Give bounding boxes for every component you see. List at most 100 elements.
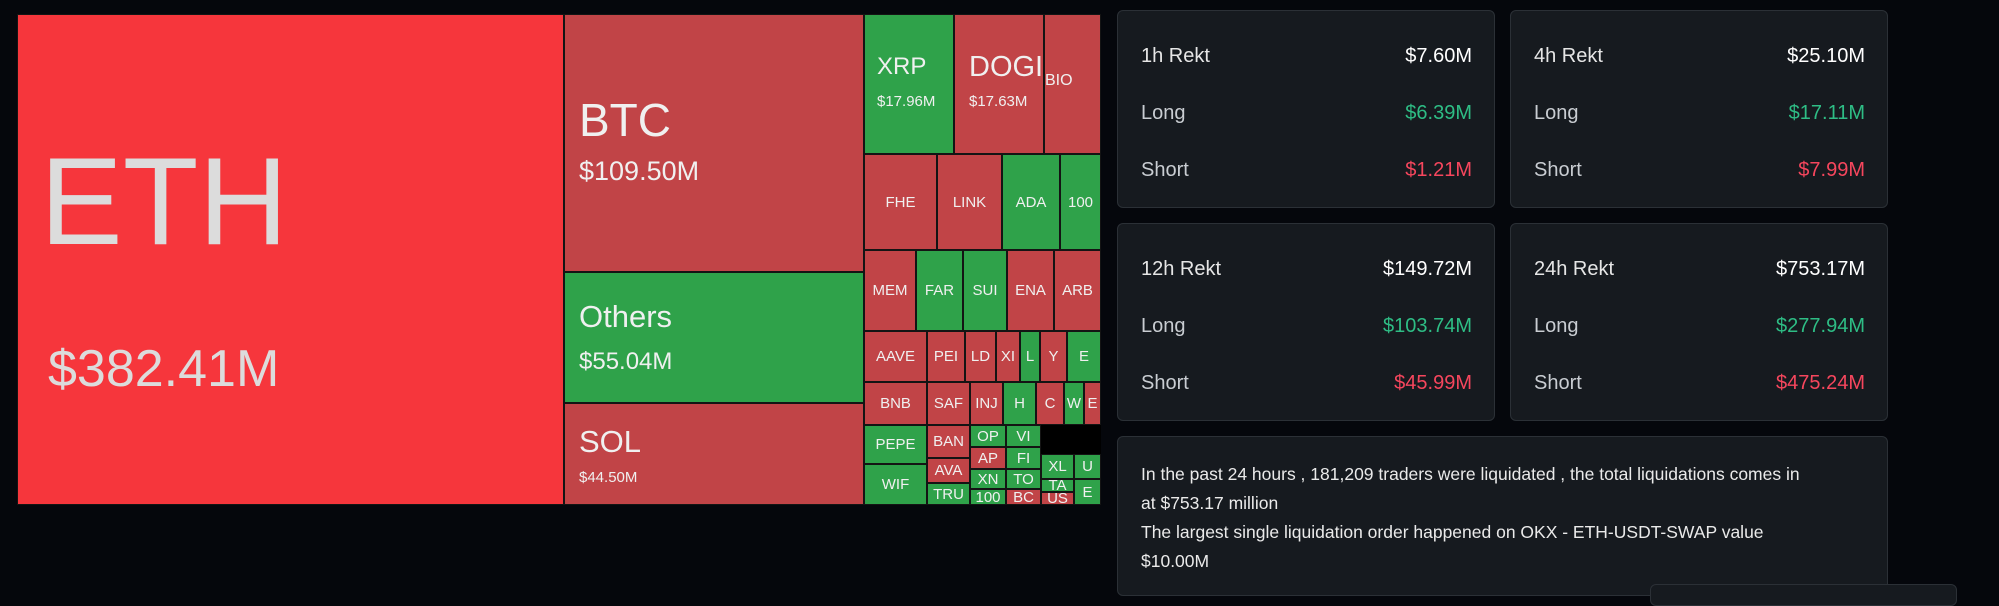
rekt-4h-short-label: Short <box>1534 159 1582 181</box>
rekt-12h-total: $149.72M <box>1383 258 1472 280</box>
treemap-tile-sol[interactable]: SOL $44.50M <box>564 403 864 505</box>
treemap-tile-amount: $109.50M <box>579 156 700 186</box>
treemap-tile-xrp[interactable]: XRP $17.96M <box>864 14 954 154</box>
treemap-tile-symbol: E <box>1087 395 1098 412</box>
treemap-tile-fi[interactable]: FI <box>1006 447 1041 469</box>
bottom-corner-widget[interactable] <box>1650 584 1957 606</box>
treemap-tile-tru[interactable]: TRU <box>927 483 970 505</box>
treemap-tile-symbol: DOGI <box>969 51 1044 83</box>
treemap-tile-ld[interactable]: LD <box>965 331 996 382</box>
treemap-tile-symbol: ADA <box>1015 193 1047 211</box>
rekt-4h-long-label: Long <box>1534 102 1579 124</box>
treemap-tile-vi[interactable]: VI <box>1006 425 1041 447</box>
summary-line-1: In the past 24 hours , 181,209 traders w… <box>1141 464 1800 484</box>
treemap-tile-u[interactable]: U <box>1074 454 1101 479</box>
treemap-tile-c[interactable]: C <box>1036 382 1064 425</box>
treemap-tile-ap[interactable]: AP <box>970 447 1006 469</box>
rekt-24h-long-label: Long <box>1534 315 1579 337</box>
treemap-tile-symbol: 100 <box>975 489 1001 505</box>
treemap-tile-ada[interactable]: ADA <box>1002 154 1060 250</box>
rekt-24h-short-value: $475.24M <box>1776 372 1865 394</box>
treemap-tile-amount: $382.41M <box>48 340 280 398</box>
treemap-tile-symbol: WIF <box>881 476 910 493</box>
treemap-tile-symbol: XN <box>977 470 999 488</box>
treemap-tile-symbol: XRP <box>877 53 927 80</box>
treemap-tile-amount: $55.04M <box>579 348 673 375</box>
treemap-tile-symbol: PEI <box>933 348 959 365</box>
treemap-tile-pei[interactable]: PEI <box>927 331 965 382</box>
treemap-tile-to[interactable]: TO <box>1006 469 1041 489</box>
treemap-tile-arb[interactable]: ARB <box>1054 250 1101 331</box>
treemap-tile-100[interactable]: 100 <box>970 489 1006 505</box>
summary-line-4: $10.00M <box>1141 551 1210 571</box>
treemap-tile-link[interactable]: LINK <box>937 154 1002 250</box>
rekt-12h-short-value: $45.99M <box>1394 372 1472 394</box>
treemap-tile-symbol: LINK <box>952 193 987 211</box>
treemap-tile-e[interactable]: E <box>1074 479 1101 505</box>
treemap-tile-sui[interactable]: SUI <box>963 250 1007 331</box>
treemap-tile-symbol: U <box>1082 458 1093 475</box>
treemap-tile-e[interactable]: E <box>1084 382 1101 425</box>
treemap-tile-symbol: 100 <box>1067 193 1094 211</box>
treemap-tile-bio[interactable]: BIO <box>1044 14 1101 154</box>
treemap-tile-l[interactable]: L <box>1020 331 1040 382</box>
treemap-tile-symbol: OP <box>977 427 999 445</box>
rekt-4h-total: $25.10M <box>1787 45 1865 67</box>
treemap-tile-eth[interactable]: ETH $382.41M <box>17 14 564 505</box>
rekt-12h-card: 12h Rekt $149.72M Long $103.74M Short $45.9… <box>1117 223 1495 421</box>
rekt-12h-long-value: $103.74M <box>1383 315 1472 337</box>
treemap-tile-xn[interactable]: XN <box>970 469 1006 489</box>
summary-line-3: The largest single liquidation order hap… <box>1141 522 1764 542</box>
treemap-tile-ena[interactable]: ENA <box>1007 250 1054 331</box>
rekt-24h-card: 24h Rekt $753.17M Long $277.94M Short $475.… <box>1510 223 1888 421</box>
treemap-tile-symbol: FAR <box>924 282 955 299</box>
treemap-tile-h[interactable]: H <box>1003 382 1036 425</box>
liquidation-heatmap: ETH $382.41M BTC $109.50M Others $55.04M SOL $4… <box>17 14 1101 505</box>
treemap-tile-symbol: MEM <box>872 282 908 299</box>
treemap-tile-amount: $44.50M <box>579 469 638 486</box>
treemap-tile-dogi[interactable]: DOGI $17.63M <box>954 14 1044 154</box>
treemap-tile-amount: $17.96M <box>877 93 936 110</box>
liquidation-summary-card: In the past 24 hours , 181,209 traders w… <box>1117 436 1888 596</box>
treemap-tile-saf[interactable]: SAF <box>927 382 970 425</box>
rekt-4h-card: 4h Rekt $25.10M Long $17.11M Short $7.99M <box>1510 10 1888 208</box>
treemap-tile-ta[interactable]: TA <box>1041 479 1074 492</box>
rekt-24h-title: 24h Rekt <box>1534 258 1615 280</box>
treemap-tile-symbol: BNB <box>880 395 911 412</box>
rekt-4h-long-value: $17.11M <box>1788 102 1865 124</box>
treemap-tile-symbol: Others <box>579 299 673 334</box>
treemap-tile-100[interactable]: 100 <box>1060 154 1101 250</box>
treemap-tile-e[interactable]: E <box>1067 331 1101 382</box>
treemap-tile-amount: $17.63M <box>969 93 1028 110</box>
treemap-tile-xl[interactable]: XL <box>1041 454 1074 479</box>
treemap-tile-ban[interactable]: BAN <box>927 425 970 458</box>
treemap-tile-symbol: BC <box>1013 489 1034 505</box>
rekt-12h-short-label: Short <box>1141 372 1189 394</box>
treemap-tile-us[interactable]: US <box>1041 492 1074 505</box>
treemap-tile-symbol: C <box>1044 395 1056 412</box>
treemap-tile-others[interactable]: Others $55.04M <box>564 272 864 403</box>
treemap-tile-w[interactable]: W <box>1064 382 1084 425</box>
treemap-tile-wif[interactable]: WIF <box>864 464 927 505</box>
treemap-tile-symbol: E <box>1078 348 1089 365</box>
treemap-tile-inj[interactable]: INJ <box>970 382 1003 425</box>
treemap-tile-symbol: US <box>1047 492 1068 505</box>
treemap-tile-symbol: LD <box>970 348 991 365</box>
treemap-tile-ava[interactable]: AVA <box>927 458 970 483</box>
treemap-tile-symbol: SUI <box>972 282 998 299</box>
treemap-tile-bc[interactable]: BC <box>1006 489 1041 505</box>
treemap-tile-fhe[interactable]: FHE <box>864 154 937 250</box>
treemap-tile-symbol: BAN <box>933 433 964 450</box>
treemap-tile-aave[interactable]: AAVE <box>864 331 927 382</box>
treemap-tile-btc[interactable]: BTC $109.50M <box>564 14 864 272</box>
treemap-tile-bnb[interactable]: BNB <box>864 382 927 425</box>
treemap-tile-symbol: VI <box>1016 427 1031 445</box>
treemap-tile-xi[interactable]: XI <box>996 331 1020 382</box>
rekt-24h-short-label: Short <box>1534 372 1582 394</box>
treemap-tile-pepe[interactable]: PEPE <box>864 425 927 464</box>
treemap-tile-y[interactable]: Y <box>1040 331 1067 382</box>
treemap-tile-symbol: AVA <box>934 462 963 479</box>
treemap-tile-far[interactable]: FAR <box>916 250 963 331</box>
treemap-tile-mem[interactable]: MEM <box>864 250 916 331</box>
treemap-tile-op[interactable]: OP <box>970 425 1006 447</box>
